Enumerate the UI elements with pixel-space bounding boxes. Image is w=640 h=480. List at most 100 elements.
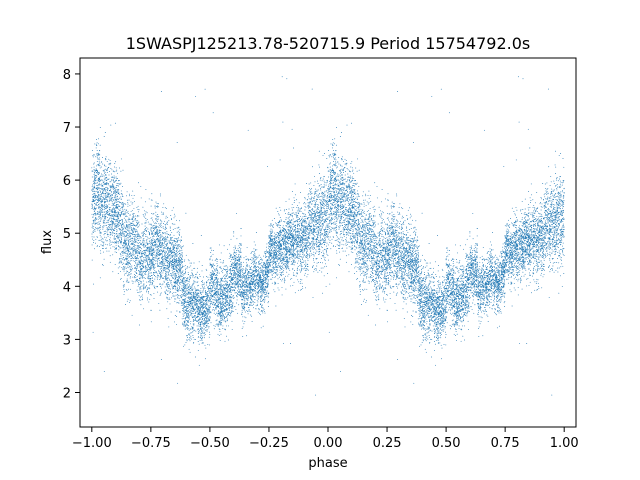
data-point (444, 323, 446, 324)
data-point (161, 284, 163, 286)
data-point (173, 274, 175, 276)
data-point (516, 234, 517, 236)
data-point (321, 271, 323, 273)
data-point (471, 287, 473, 289)
data-point (558, 213, 560, 215)
data-point (130, 263, 132, 265)
data-point (433, 281, 435, 283)
data-point (167, 237, 169, 239)
data-point (121, 219, 123, 221)
data-point (144, 233, 145, 234)
data-point (531, 220, 533, 222)
data-point (557, 238, 559, 240)
data-point (132, 281, 134, 283)
data-point (139, 287, 141, 289)
data-point (166, 222, 168, 224)
data-point (345, 255, 347, 257)
data-point (486, 294, 488, 296)
data-point (374, 252, 375, 254)
data-point (520, 209, 522, 211)
data-point (291, 203, 293, 205)
data-point (558, 224, 560, 226)
data-point (107, 206, 109, 208)
data-point (212, 263, 214, 265)
data-point (493, 301, 495, 303)
data-point (166, 296, 168, 298)
data-point (541, 227, 543, 229)
data-point (389, 235, 391, 237)
data-point (301, 222, 303, 224)
data-point (325, 251, 327, 253)
data-point (211, 309, 213, 311)
data-point (496, 290, 497, 292)
data-point (282, 264, 284, 266)
data-point (534, 289, 536, 291)
data-point (541, 270, 543, 272)
data-point (295, 232, 297, 233)
data-point (394, 232, 396, 234)
data-point (542, 245, 544, 247)
data-point (132, 190, 134, 192)
data-point (251, 286, 252, 288)
data-point (416, 275, 418, 277)
data-point (233, 249, 235, 251)
data-point (137, 232, 139, 234)
data-point (536, 266, 538, 268)
data-point (453, 265, 455, 267)
data-point (274, 276, 276, 278)
data-point (450, 294, 452, 296)
data-point (217, 315, 219, 317)
data-point (311, 233, 313, 235)
data-point (175, 269, 177, 271)
data-point (543, 259, 545, 261)
data-point (341, 178, 343, 180)
data-point (198, 324, 200, 326)
data-point (308, 215, 310, 217)
data-point (151, 275, 153, 276)
data-point (325, 190, 327, 192)
data-point (209, 317, 211, 319)
data-point (103, 245, 105, 247)
data-point (299, 218, 301, 220)
data-point (520, 251, 521, 253)
data-point (552, 242, 554, 244)
data-point (436, 303, 438, 305)
data-point (228, 280, 230, 281)
data-point (260, 271, 262, 273)
data-point (106, 250, 108, 252)
data-point (277, 232, 279, 233)
data-point (538, 262, 540, 263)
data-point (106, 200, 108, 202)
data-point (277, 267, 279, 269)
data-point (292, 248, 294, 250)
data-point (310, 202, 311, 204)
data-point (489, 263, 490, 265)
data-point (269, 233, 271, 235)
data-point (478, 283, 480, 285)
data-point (178, 273, 180, 275)
data-point (212, 264, 214, 266)
data-point (498, 295, 500, 297)
data-point (338, 242, 340, 244)
data-point (409, 292, 411, 293)
data-point (399, 260, 401, 262)
data-point (327, 200, 329, 202)
data-point (469, 283, 471, 285)
data-point (196, 302, 197, 304)
data-point (392, 225, 394, 227)
data-point (516, 217, 517, 218)
data-point (425, 304, 427, 306)
data-point (402, 273, 403, 275)
data-point (234, 283, 236, 285)
data-point (132, 258, 134, 259)
data-point (96, 236, 98, 238)
data-point (552, 268, 553, 270)
data-point (402, 296, 404, 298)
data-point (130, 247, 132, 249)
data-point (357, 211, 359, 213)
data-point (109, 164, 111, 166)
data-point (242, 267, 244, 269)
data-point (362, 242, 364, 244)
data-point (334, 207, 336, 209)
data-point (422, 335, 424, 337)
